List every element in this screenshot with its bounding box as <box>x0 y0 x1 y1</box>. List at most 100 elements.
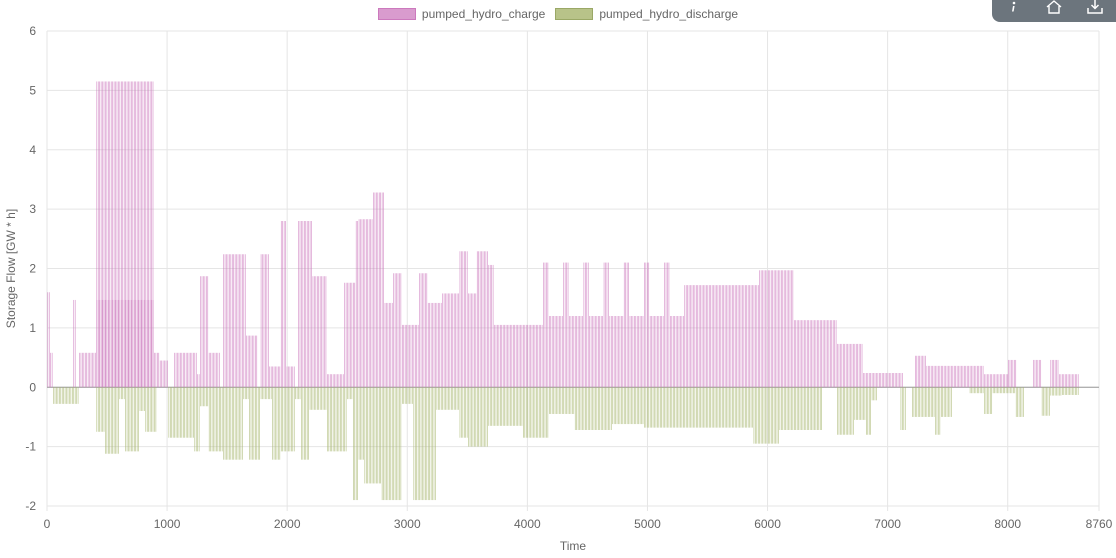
bar[interactable] <box>547 262 549 388</box>
bar[interactable] <box>340 387 341 452</box>
bar[interactable] <box>605 262 606 388</box>
bar[interactable] <box>912 387 913 417</box>
bar[interactable] <box>466 387 468 438</box>
bar[interactable] <box>580 387 582 430</box>
bar[interactable] <box>716 387 717 428</box>
bar[interactable] <box>84 352 86 388</box>
bar[interactable] <box>119 387 121 400</box>
bar[interactable] <box>811 320 812 388</box>
bar[interactable] <box>138 387 139 452</box>
bar[interactable] <box>82 352 83 388</box>
bar[interactable] <box>61 387 63 404</box>
bar[interactable] <box>874 387 876 401</box>
bar[interactable] <box>422 387 423 501</box>
bar[interactable] <box>982 365 984 388</box>
bar[interactable] <box>436 302 438 388</box>
bar[interactable] <box>191 352 193 388</box>
bar[interactable] <box>273 366 275 388</box>
bar[interactable] <box>928 387 929 417</box>
bar[interactable] <box>360 387 361 460</box>
bar[interactable] <box>53 387 54 404</box>
bar[interactable] <box>997 387 998 394</box>
bar[interactable] <box>760 270 762 388</box>
bar[interactable] <box>468 387 469 447</box>
bar[interactable] <box>648 262 650 388</box>
bar[interactable] <box>654 387 655 428</box>
bar[interactable] <box>1072 374 1073 388</box>
bar[interactable] <box>936 365 938 388</box>
bar[interactable] <box>981 387 982 394</box>
bar[interactable] <box>171 387 173 438</box>
bar[interactable] <box>603 262 605 388</box>
bar[interactable] <box>348 387 350 400</box>
bar[interactable] <box>599 316 601 388</box>
bar[interactable] <box>280 387 282 452</box>
bar[interactable] <box>197 374 198 388</box>
bar[interactable] <box>713 285 714 388</box>
bar[interactable] <box>714 285 716 388</box>
bar[interactable] <box>332 387 334 452</box>
bar[interactable] <box>773 270 775 388</box>
bar[interactable] <box>938 387 939 435</box>
bar[interactable] <box>459 387 461 438</box>
bar[interactable] <box>929 365 931 388</box>
bar[interactable] <box>373 192 374 388</box>
bar[interactable] <box>384 302 386 388</box>
bar[interactable] <box>99 387 100 432</box>
bar[interactable] <box>775 270 776 388</box>
bar[interactable] <box>133 387 135 452</box>
bar[interactable] <box>154 387 155 432</box>
bar[interactable] <box>324 387 325 410</box>
bar[interactable] <box>100 387 102 432</box>
bar[interactable] <box>985 374 987 388</box>
bar[interactable] <box>677 316 678 388</box>
bar[interactable] <box>474 387 475 447</box>
bar[interactable] <box>773 387 775 444</box>
bar[interactable] <box>331 374 332 388</box>
bar[interactable] <box>677 387 678 428</box>
bar[interactable] <box>155 387 157 432</box>
bar[interactable] <box>475 293 477 388</box>
bar[interactable] <box>719 387 720 428</box>
bar[interactable] <box>608 262 609 388</box>
bar[interactable] <box>73 299 75 388</box>
bar[interactable] <box>792 387 794 430</box>
bar[interactable] <box>427 302 429 388</box>
bar[interactable] <box>67 387 69 404</box>
bar[interactable] <box>523 387 524 438</box>
bar[interactable] <box>902 387 903 430</box>
bar[interactable] <box>711 387 713 428</box>
bar[interactable] <box>724 387 726 428</box>
bar[interactable] <box>602 387 603 430</box>
bar[interactable] <box>610 387 612 430</box>
bar[interactable] <box>938 365 939 388</box>
bar[interactable] <box>269 387 271 400</box>
bar[interactable] <box>723 387 724 428</box>
bar[interactable] <box>706 387 707 428</box>
bar[interactable] <box>635 316 637 388</box>
bar[interactable] <box>438 387 439 410</box>
bar[interactable] <box>299 221 301 388</box>
bar[interactable] <box>847 387 848 435</box>
bar[interactable] <box>296 387 298 400</box>
bar[interactable] <box>213 387 214 452</box>
bar[interactable] <box>142 81 144 388</box>
bar[interactable] <box>678 387 680 428</box>
bar[interactable] <box>825 320 827 388</box>
bar[interactable] <box>180 387 181 438</box>
bar[interactable] <box>900 373 902 388</box>
bar[interactable] <box>155 352 157 388</box>
bar[interactable] <box>592 387 593 430</box>
bar[interactable] <box>546 262 547 388</box>
bar[interactable] <box>1034 359 1036 388</box>
bar[interactable] <box>495 387 497 426</box>
bar[interactable] <box>675 387 677 428</box>
bar[interactable] <box>116 387 118 454</box>
bar[interactable] <box>672 387 674 428</box>
bar[interactable] <box>74 387 76 404</box>
bar[interactable] <box>239 387 240 460</box>
bar[interactable] <box>79 352 80 388</box>
bar[interactable] <box>66 387 67 404</box>
bar[interactable] <box>841 343 843 388</box>
bar[interactable] <box>549 387 550 414</box>
